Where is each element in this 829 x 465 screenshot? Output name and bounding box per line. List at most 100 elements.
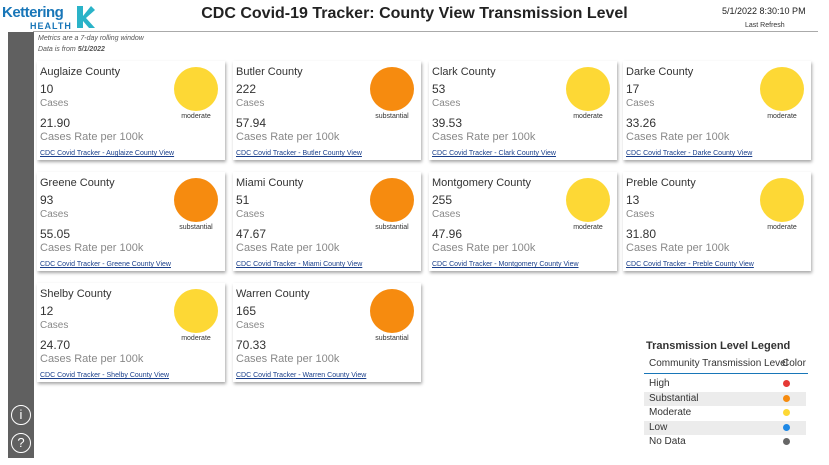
county-card: Warren County 165 Cases 70.33 Cases Rate per… — [233, 283, 421, 382]
county-name: Auglaize County — [40, 66, 121, 78]
legend-swatch — [783, 438, 790, 446]
level-indicator — [760, 67, 804, 111]
county-card: Greene County 93 Cases 55.05 Cases Rate per … — [37, 172, 225, 271]
county-name: Preble County — [626, 177, 696, 189]
case-rate: 57.94 — [236, 116, 267, 130]
cases: 12 — [40, 304, 54, 318]
county-card: Montgomery County 255 Cases 47.96 Cases Rate… — [429, 172, 617, 271]
level-indicator — [566, 67, 610, 111]
case-rate-label: Cases Rate per 100k — [236, 353, 340, 365]
cases-label: Cases — [40, 320, 69, 331]
legend-row: Moderate — [644, 406, 806, 421]
cases-label: Cases — [40, 98, 69, 109]
cases-label: Cases — [236, 209, 265, 220]
level-indicator — [370, 289, 414, 333]
case-rate: 21.90 — [40, 116, 71, 130]
tracker-link[interactable]: CDC Covid Tracker - Warren County View — [236, 372, 367, 379]
help-icon[interactable]: ? — [11, 433, 31, 453]
legend-swatch — [783, 409, 790, 417]
sidebar — [8, 32, 34, 458]
legend: Transmission Level Legend Community Tran… — [644, 340, 808, 450]
note-date: Data is from 5/1/2022 — [38, 46, 105, 53]
divider — [33, 31, 818, 32]
case-rate-label: Cases Rate per 100k — [40, 242, 144, 254]
info-icon[interactable]: i — [11, 405, 31, 425]
level-label: substantial — [375, 335, 409, 342]
cases: 53 — [432, 82, 446, 96]
county-card: Shelby County 12 Cases 24.70 Cases Rate per … — [37, 283, 225, 382]
county-name: Clark County — [432, 66, 496, 78]
case-rate: 55.05 — [40, 227, 71, 241]
case-rate: 70.33 — [236, 338, 267, 352]
tracker-link[interactable]: CDC Covid Tracker - Preble County View — [626, 261, 754, 268]
legend-label: Substantial — [649, 392, 699, 404]
tracker-link[interactable]: CDC Covid Tracker - Auglaize County View — [40, 150, 175, 157]
county-name: Darke County — [626, 66, 694, 78]
tracker-link[interactable]: CDC Covid Tracker - Clark County View — [432, 150, 556, 157]
level-indicator — [174, 178, 218, 222]
county-name: Warren County — [236, 288, 310, 300]
cases-label: Cases — [432, 98, 461, 109]
level-indicator — [370, 178, 414, 222]
logo-sub: HEALTH — [30, 21, 72, 31]
level-indicator — [370, 67, 414, 111]
level-label: moderate — [181, 113, 211, 120]
cases-label: Cases — [626, 209, 655, 220]
tracker-link[interactable]: CDC Covid Tracker - Miami County View — [236, 261, 363, 268]
legend-label: High — [649, 378, 670, 389]
refresh-label: Last Refresh — [745, 22, 785, 29]
case-rate: 33.26 — [626, 116, 657, 130]
tracker-link[interactable]: CDC Covid Tracker - Butler County View — [236, 150, 362, 157]
legend-swatch — [783, 394, 790, 402]
cases: 222 — [236, 82, 257, 96]
tracker-link[interactable]: CDC Covid Tracker - Greene County View — [40, 261, 171, 268]
legend-row: Substantial — [644, 391, 806, 406]
level-label: substantial — [179, 224, 213, 231]
note-date-label: Data is from — [38, 46, 76, 53]
case-rate-label: Cases Rate per 100k — [40, 353, 144, 365]
logo-name: Kettering — [2, 4, 64, 21]
note-window: Metrics are a 7-day rolling window — [38, 35, 144, 42]
legend-row: Low — [644, 420, 806, 435]
cases-label: Cases — [236, 98, 265, 109]
legend-rule — [644, 373, 808, 374]
tracker-link[interactable]: CDC Covid Tracker - Montgomery County Vi… — [432, 261, 579, 268]
cases: 17 — [626, 82, 640, 96]
note-date-value: 5/1/2022 — [77, 46, 105, 53]
cases: 255 — [432, 193, 453, 207]
tracker-link[interactable]: CDC Covid Tracker - Darke County View — [626, 150, 753, 157]
cases-label: Cases — [40, 209, 69, 220]
case-rate-label: Cases Rate per 100k — [626, 242, 730, 254]
cases: 51 — [236, 193, 250, 207]
cases-label: Cases — [236, 320, 265, 331]
tracker-link[interactable]: CDC Covid Tracker - Shelby County View — [40, 372, 170, 379]
legend-col-color: Color — [782, 358, 806, 369]
cases: 93 — [40, 193, 54, 207]
county-card: Auglaize County 10 Cases 21.90 Cases Rate pe… — [37, 61, 225, 160]
cases: 165 — [236, 304, 257, 318]
case-rate-label: Cases Rate per 100k — [236, 242, 340, 254]
level-label: moderate — [767, 113, 797, 120]
level-label: moderate — [573, 113, 603, 120]
level-indicator — [174, 289, 218, 333]
case-rate: 39.53 — [432, 116, 463, 130]
level-label: substantial — [375, 224, 409, 231]
cases: 10 — [40, 82, 54, 96]
county-name: Greene County — [40, 177, 115, 189]
case-rate-label: Cases Rate per 100k — [626, 131, 730, 143]
legend-row: High — [644, 377, 806, 391]
case-rate: 24.70 — [40, 338, 71, 352]
legend-label: Moderate — [649, 407, 692, 419]
level-label: moderate — [181, 335, 211, 342]
county-card: Darke County 17 Cases 33.26 Cases Rate per 1… — [623, 61, 811, 160]
legend-label: No Data — [649, 436, 686, 448]
level-label: moderate — [767, 224, 797, 231]
cases-label: Cases — [626, 98, 655, 109]
legend-row: No Data — [644, 435, 806, 450]
legend-title: Transmission Level Legend — [646, 340, 791, 352]
case-rate-label: Cases Rate per 100k — [432, 131, 536, 143]
county-name: Butler County — [236, 66, 303, 78]
case-rate: 47.96 — [432, 227, 463, 241]
county-card: Miami County 51 Cases 47.67 Cases Rate per 1… — [233, 172, 421, 271]
